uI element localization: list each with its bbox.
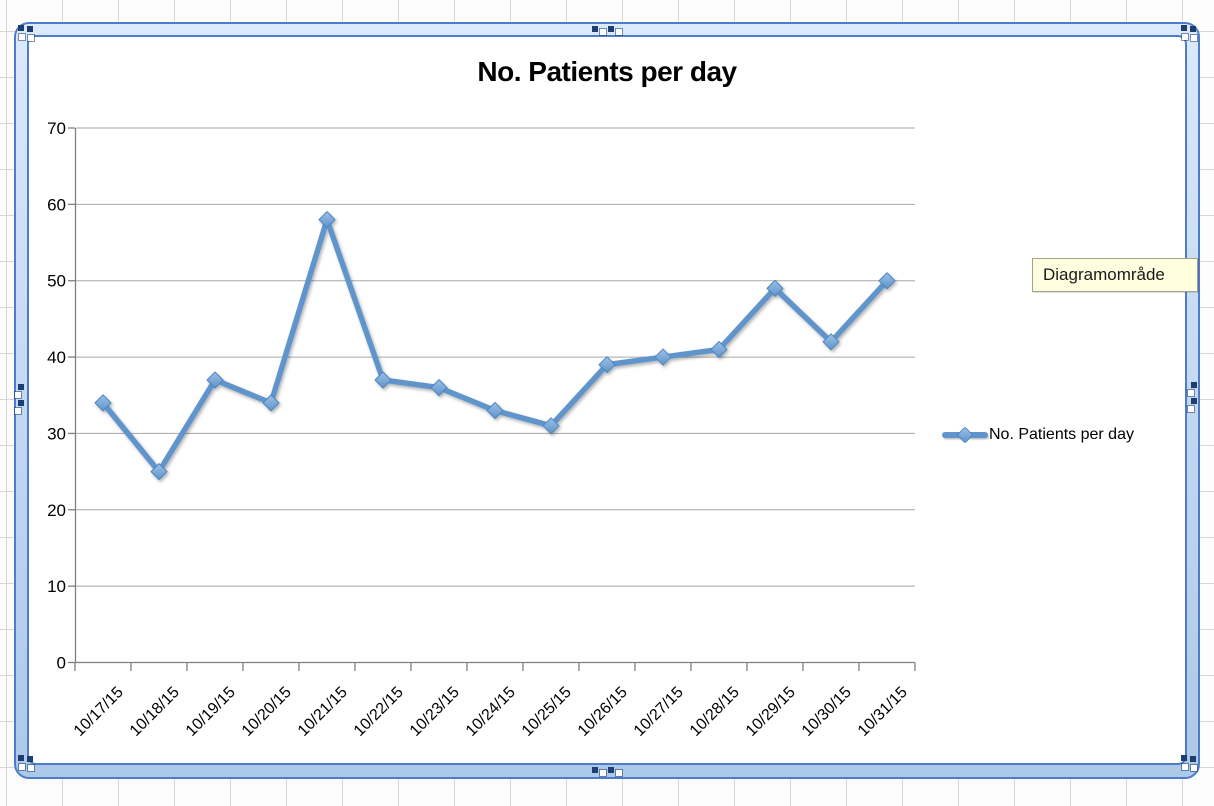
data-point-marker[interactable] [318, 211, 336, 229]
x-axis-label: 10/30/15 [799, 684, 855, 740]
handle-dot-light [28, 765, 34, 771]
y-axis-label: 50 [47, 272, 66, 291]
handle-dot-dark [608, 767, 614, 773]
x-axis-label: 10/28/15 [687, 684, 743, 740]
data-point-marker[interactable] [430, 379, 448, 397]
legend[interactable]: No. Patients per day [942, 423, 1134, 447]
x-axis-label: 10/25/15 [519, 684, 575, 740]
handle-dot-light [15, 392, 21, 398]
handle-dot-light [600, 770, 606, 776]
handle-dot-light [600, 29, 606, 35]
handle-dot-dark [18, 384, 24, 390]
y-axis-label: 30 [47, 424, 66, 443]
handle-dot-dark [592, 767, 598, 773]
handle-dot-light [616, 770, 622, 776]
x-axis-label: 10/24/15 [463, 684, 519, 740]
data-point-marker[interactable] [150, 463, 168, 481]
x-axis-label: 10/18/15 [127, 684, 183, 740]
handle-dot-dark [592, 26, 598, 32]
handle-dot-dark [1191, 398, 1197, 404]
x-axis-label: 10/31/15 [855, 684, 911, 740]
legend-label: No. Patients per day [989, 426, 1134, 443]
chart-area-tooltip: Diagramområde [1032, 258, 1198, 292]
handle-dot-light [1191, 765, 1197, 771]
handle-dot-light [1188, 406, 1194, 412]
handle-dot-dark [1181, 755, 1187, 761]
y-axis-label: 10 [47, 577, 66, 596]
data-point-marker[interactable] [710, 340, 728, 358]
x-axis-label: 10/26/15 [575, 684, 631, 740]
handle-dot-light [15, 408, 21, 414]
handle-dot-light [616, 29, 622, 35]
handle-dot-light [1182, 34, 1188, 40]
handle-dot-light [28, 35, 34, 41]
data-point-marker[interactable] [94, 394, 112, 412]
handle-dot-dark [27, 756, 33, 762]
handle-dot-dark [1190, 756, 1196, 762]
y-axis-label: 20 [47, 501, 66, 520]
handle-dot-light [19, 764, 25, 770]
x-axis-label: 10/21/15 [295, 684, 351, 740]
y-axis-label: 60 [47, 195, 66, 214]
handle-dot-dark [18, 400, 24, 406]
data-point-marker[interactable] [654, 348, 672, 366]
y-axis-label: 40 [47, 348, 66, 367]
y-axis-label: 70 [47, 119, 66, 138]
handle-dot-dark [1191, 382, 1197, 388]
x-axis-label: 10/19/15 [183, 684, 239, 740]
series-group[interactable] [94, 211, 896, 481]
handle-dot-light [1182, 764, 1188, 770]
data-point-marker[interactable] [766, 279, 784, 297]
handle-dot-light [1188, 390, 1194, 396]
x-axis-label: 10/23/15 [407, 684, 463, 740]
legend-series-marker-icon [942, 423, 988, 447]
data-point-marker[interactable] [262, 394, 280, 412]
x-axis-label: 10/22/15 [351, 684, 407, 740]
chart-area[interactable] [27, 35, 1187, 765]
data-point-marker[interactable] [374, 371, 392, 389]
data-point-marker[interactable] [542, 417, 560, 435]
data-point-marker[interactable] [822, 333, 840, 351]
chart-title[interactable]: No. Patients per day [477, 56, 737, 87]
handle-dot-dark [1181, 25, 1187, 31]
x-axis-label: 10/20/15 [239, 684, 295, 740]
data-point-marker[interactable] [206, 371, 224, 389]
x-axis-label: 10/29/15 [743, 684, 799, 740]
handle-dot-dark [1190, 26, 1196, 32]
handle-dot-dark [608, 26, 614, 32]
y-axis-label: 0 [57, 654, 66, 673]
handle-dot-dark [18, 25, 24, 31]
handle-dot-dark [27, 26, 33, 32]
data-point-marker[interactable] [878, 272, 896, 290]
x-axis-label: 10/27/15 [631, 684, 687, 740]
handle-dot-light [19, 34, 25, 40]
handle-dot-dark [18, 755, 24, 761]
x-axis-label: 10/17/15 [71, 684, 127, 740]
handle-dot-light [1191, 35, 1197, 41]
data-point-marker[interactable] [598, 356, 616, 374]
data-point-marker[interactable] [486, 402, 504, 420]
